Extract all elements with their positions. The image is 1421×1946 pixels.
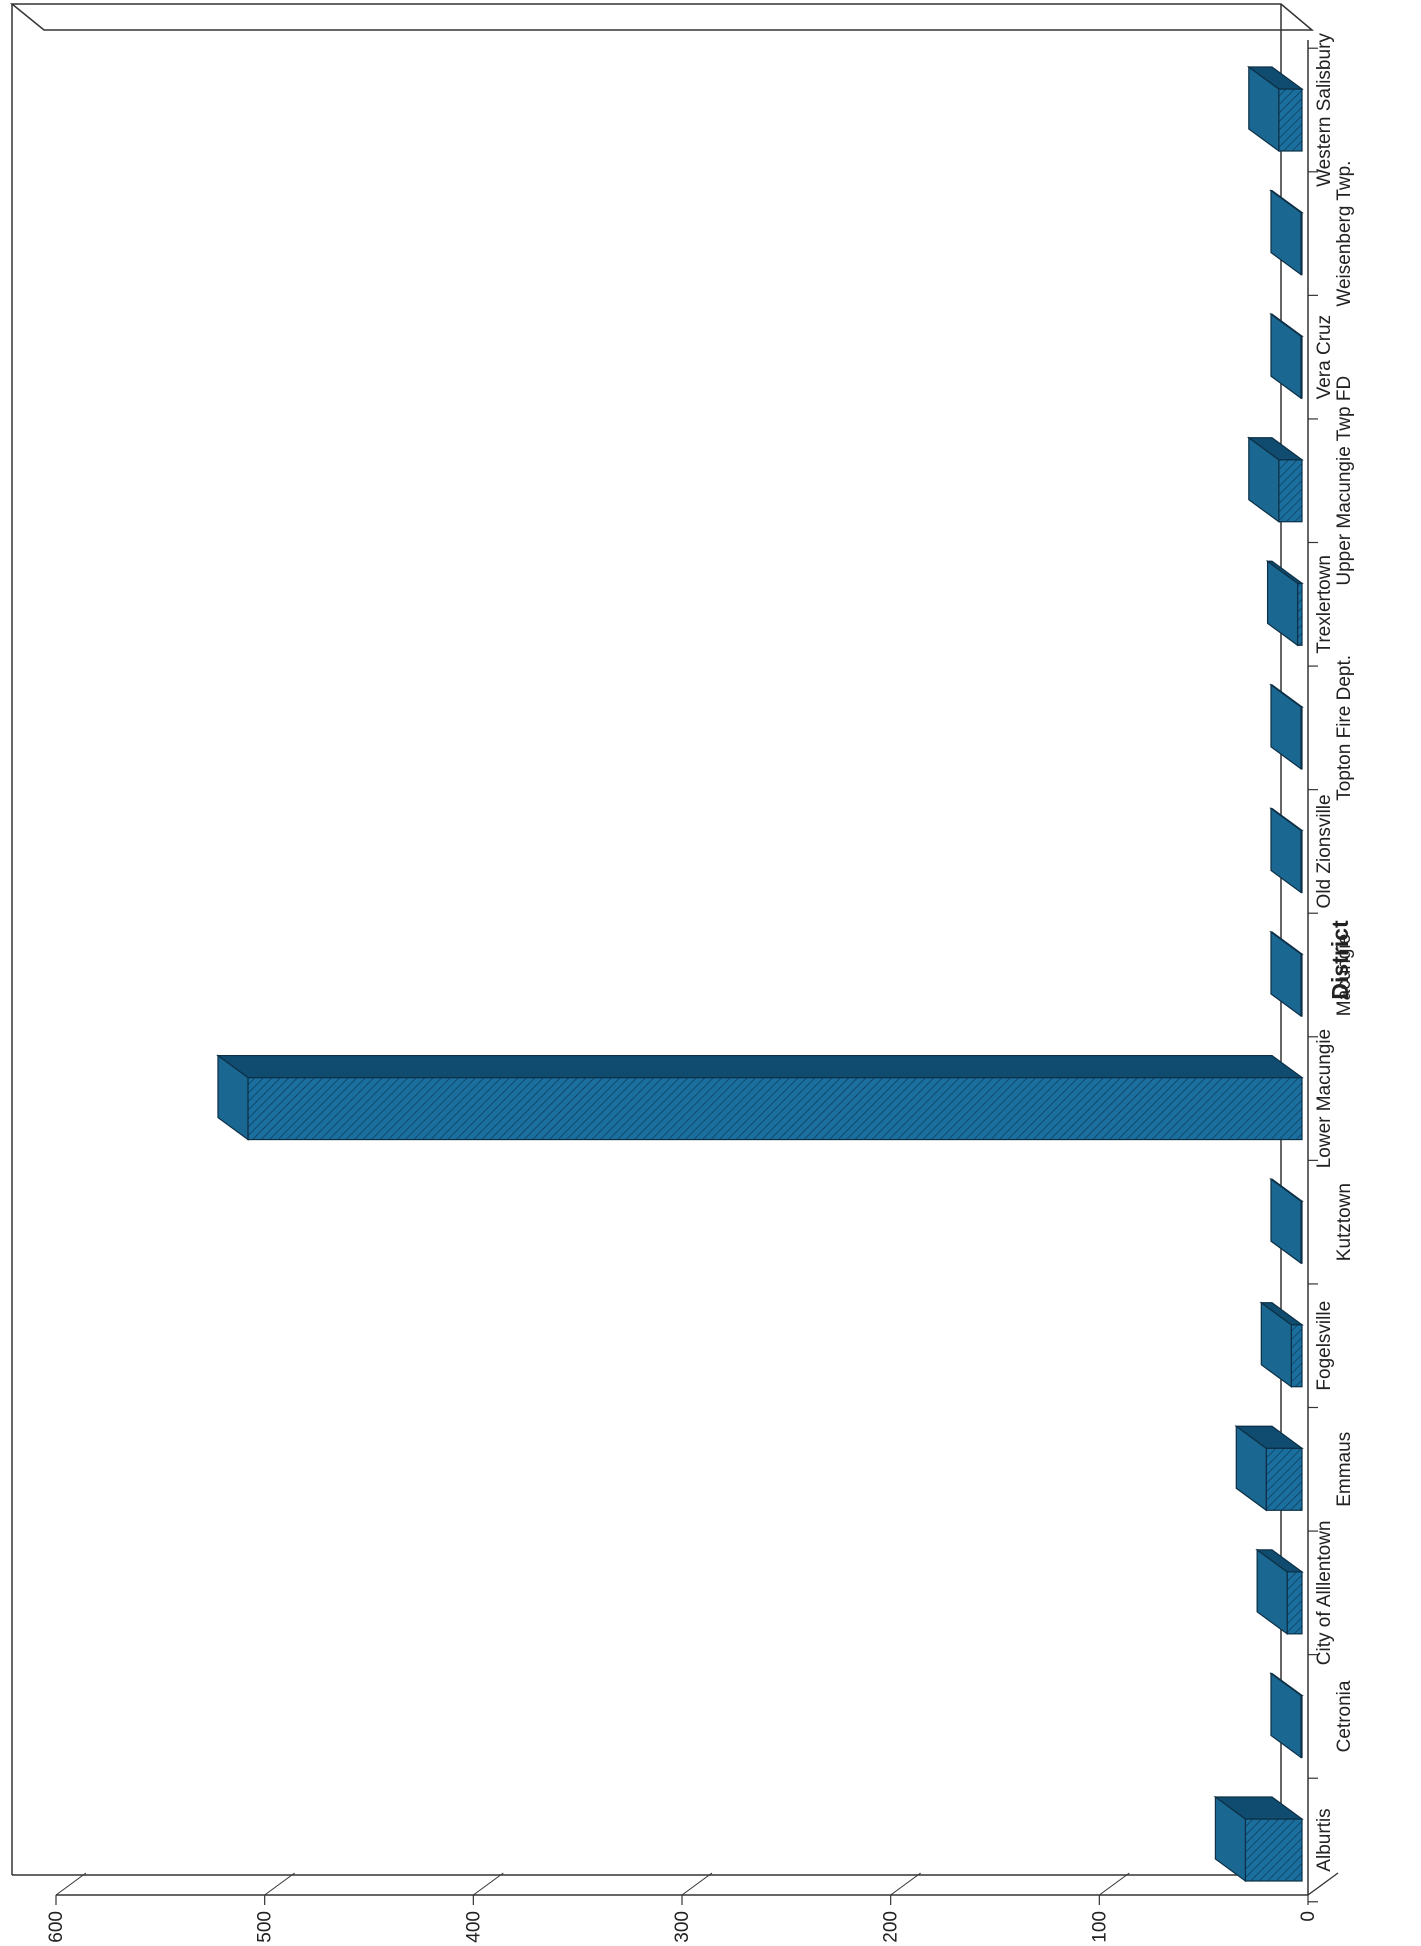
bar-11-end xyxy=(1266,560,1299,647)
category-label-11: Trexlertown xyxy=(1314,555,1335,654)
value-tick-label: 600 xyxy=(46,1911,67,1943)
category-label-7: Lower Macungie xyxy=(1314,1029,1335,1168)
bar-12-top xyxy=(1246,437,1304,461)
value-tick-label: 500 xyxy=(255,1911,276,1943)
category-axis-title: District xyxy=(1327,920,1353,1000)
bar-2-top xyxy=(1269,1672,1304,1697)
value-tick-label: 100 xyxy=(1089,1911,1110,1943)
value-tick-depth xyxy=(1307,1872,1339,1896)
bar-15-top xyxy=(1246,66,1304,90)
bar-6-top xyxy=(1269,1178,1304,1202)
plot-back-wall xyxy=(9,3,1315,31)
bar-8-top xyxy=(1269,931,1304,955)
value-tick-depth xyxy=(890,1872,921,1896)
bar-13-end xyxy=(1270,312,1302,400)
bar-14-end xyxy=(1270,189,1302,276)
value-tick-depth xyxy=(681,1872,713,1896)
bar-7-front xyxy=(247,1076,1303,1141)
category-label-1: Alburtis xyxy=(1314,1808,1335,1871)
category-label-9: Old Zionsville xyxy=(1314,794,1335,908)
category-label-8: Macungie xyxy=(1334,934,1355,1016)
bar-2-end xyxy=(1270,1672,1302,1759)
category-label-2: Cetronia xyxy=(1334,1680,1355,1752)
bar-3-front xyxy=(1286,1571,1303,1635)
bar-14-top xyxy=(1269,189,1304,214)
bar-4-front xyxy=(1265,1447,1303,1511)
value-tick-depth xyxy=(1099,1872,1130,1896)
category-label-10: Topton Fire Dept. xyxy=(1334,655,1355,801)
bar-10-top xyxy=(1269,684,1304,708)
bar-5-front xyxy=(1290,1324,1303,1388)
bar-15-front xyxy=(1278,88,1303,152)
category-label-12: Upper Macungie Twp FD xyxy=(1334,376,1355,586)
bar-6-end xyxy=(1270,1177,1302,1265)
bar-8-end xyxy=(1270,930,1302,1018)
category-label-3: City of Alllentown xyxy=(1314,1521,1335,1666)
bar-5-top xyxy=(1259,1302,1304,1326)
bar-13-top xyxy=(1269,313,1304,337)
category-label-4: Emmaus xyxy=(1334,1432,1355,1507)
value-tick-depth xyxy=(55,1872,87,1896)
value-tick-label: 300 xyxy=(672,1911,693,1943)
bar-10-end xyxy=(1270,683,1302,771)
category-label-14: Weisenberg Twp. xyxy=(1334,161,1355,307)
category-label-6: Kutztown xyxy=(1334,1183,1355,1261)
value-tick-label: 0 xyxy=(1298,1911,1319,1922)
value-tick-depth xyxy=(473,1872,504,1896)
bar-3-top xyxy=(1255,1549,1304,1573)
bar-4-top xyxy=(1234,1425,1304,1449)
value-tick-depth xyxy=(264,1872,295,1896)
bar-11-front xyxy=(1296,582,1303,646)
bar-9-end xyxy=(1270,807,1302,894)
category-label-5: Fogelsville xyxy=(1314,1301,1335,1391)
value-tick-label: 200 xyxy=(881,1911,902,1943)
bar-1-top xyxy=(1213,1796,1304,1820)
bar-1-front xyxy=(1244,1818,1303,1882)
value-tick-label: 400 xyxy=(463,1911,484,1943)
bar-12-front xyxy=(1278,459,1303,523)
category-label-15: Western Salisbury xyxy=(1314,33,1335,187)
category-label-13: Vera Cruz xyxy=(1314,315,1335,399)
bar-11-top xyxy=(1265,560,1304,584)
bar-9-top xyxy=(1269,807,1304,832)
bar-7-top xyxy=(216,1054,1304,1079)
